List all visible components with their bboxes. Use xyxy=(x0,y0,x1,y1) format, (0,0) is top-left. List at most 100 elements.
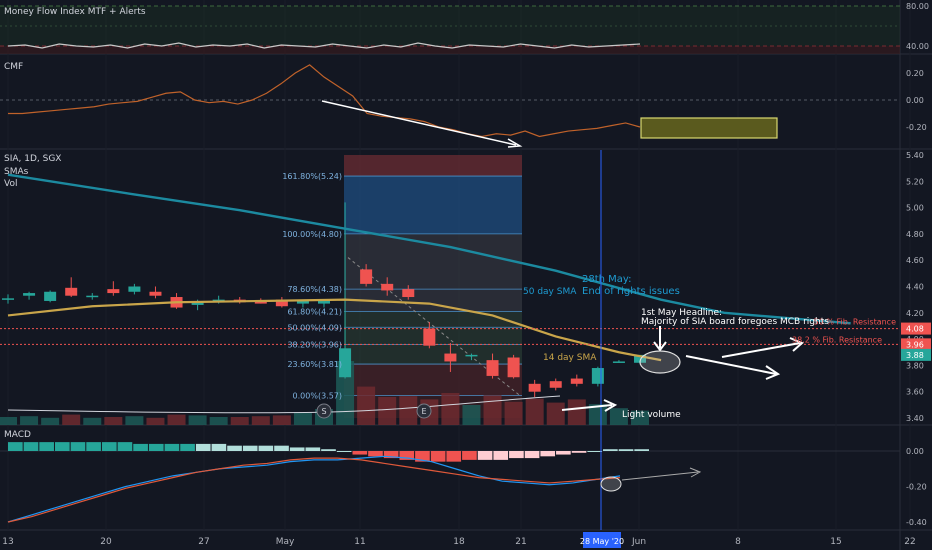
fib-level-label: 61.80%(4.21) xyxy=(287,307,342,316)
candle-body xyxy=(65,287,78,296)
candle-body xyxy=(570,378,583,384)
headline-label-2: Majority of SIA board foregoes MCB right… xyxy=(641,317,829,327)
candle-body xyxy=(275,299,288,307)
candle-body xyxy=(486,360,499,376)
macd-histogram-bar xyxy=(23,442,39,451)
fib-trend-line xyxy=(347,257,521,397)
price-tag-label: 4.08 xyxy=(906,325,924,334)
legend-vol: Vol xyxy=(4,179,17,189)
macd-histogram-bar xyxy=(211,443,227,451)
volume-bar xyxy=(357,386,376,425)
rebound-arrow-head xyxy=(789,337,804,352)
candle-body xyxy=(212,299,225,302)
macd-histogram-bar xyxy=(86,442,101,451)
volume-bar xyxy=(20,416,39,425)
macd-histogram-bar xyxy=(305,447,321,451)
macd-histogram-bar xyxy=(603,449,618,451)
macd-histogram-bar xyxy=(227,445,242,451)
volume-bar xyxy=(62,414,81,425)
volume-bar xyxy=(462,405,481,425)
macd-histogram-bar xyxy=(540,451,556,457)
macd-title: MACD xyxy=(4,430,31,440)
macd-histogram-bar xyxy=(462,451,477,460)
x-tick-label: May xyxy=(276,537,295,547)
macd-histogram-bar xyxy=(524,451,540,459)
candle-body xyxy=(318,300,330,304)
cmf-line xyxy=(8,64,641,138)
macd-tick: -0.20 xyxy=(906,483,927,492)
candle-body xyxy=(423,328,436,346)
cmf-arrow-head xyxy=(507,138,523,148)
signal-line xyxy=(7,457,621,523)
macd-arrow-head xyxy=(689,467,702,478)
main-title: SIA, 1D, SGX xyxy=(4,154,61,164)
indicator-lines xyxy=(7,42,851,523)
macd-histogram-bar xyxy=(54,442,70,451)
volume-bar xyxy=(483,395,502,425)
candle-body xyxy=(612,361,625,363)
x-tick-label: 15 xyxy=(830,537,841,547)
x-tick-label: 18 xyxy=(453,537,465,547)
labels: 13 20 27 May 11 18 21 Jun 8 15 22 28 May '20 Money F… xyxy=(2,7,915,547)
event-marker xyxy=(416,403,432,419)
volume-bar xyxy=(104,417,123,425)
candle-body xyxy=(465,354,478,357)
macd-histogram-bar xyxy=(336,451,352,452)
rights-text-label: End of rights issues xyxy=(582,286,680,297)
cmf-highlight-box xyxy=(640,117,778,139)
macd-line xyxy=(7,455,621,523)
price-tick: 5.20 xyxy=(906,177,924,186)
candle-body xyxy=(549,381,562,388)
macd-histogram-bar xyxy=(39,442,54,451)
candle-body xyxy=(149,291,162,296)
volume-bar xyxy=(146,417,165,425)
macd-histogram-bar xyxy=(101,442,117,451)
volume-bar xyxy=(188,415,207,425)
candle-body xyxy=(402,289,415,298)
macd-histogram-bar xyxy=(352,451,368,455)
macd-histogram-bar xyxy=(383,451,399,459)
fib-red-zone xyxy=(344,155,522,177)
candle-body xyxy=(381,283,394,291)
candle-body xyxy=(591,368,604,384)
macd-histogram-bar xyxy=(509,451,524,459)
event-marker-label: E xyxy=(421,407,426,416)
volume-bar xyxy=(399,396,418,425)
sma50-line xyxy=(7,173,851,325)
volume-bar xyxy=(609,408,628,425)
price-tick: 4.80 xyxy=(906,230,924,239)
macd-histogram-bar xyxy=(180,443,195,451)
projection-arrow xyxy=(685,355,777,375)
macd-histogram-bar xyxy=(430,451,446,462)
resistance-label: 50 % Fib. Resistance xyxy=(814,318,896,327)
x-cursor-label: 28 May '20 xyxy=(580,537,624,546)
macd-histogram-bar xyxy=(258,445,274,451)
macd-histogram-bar xyxy=(477,451,493,460)
cmf-tick: 0.00 xyxy=(906,96,924,105)
event-marker-label: S xyxy=(321,407,326,416)
candle-body xyxy=(507,357,520,378)
volume-bar xyxy=(230,417,249,425)
volume-bar xyxy=(167,414,186,425)
x-cursor-badge xyxy=(583,532,621,548)
rebound-arrow xyxy=(721,342,801,358)
macd-histogram-bar xyxy=(70,442,86,451)
light-volume-arrow xyxy=(561,404,613,411)
macd-histogram-bar xyxy=(195,443,211,451)
macd-histogram-bar xyxy=(618,449,634,451)
price-tag-label: 3.88 xyxy=(906,351,924,360)
price-tick: 3.80 xyxy=(906,361,924,370)
fib-level-label: 78.60%(4.38) xyxy=(287,285,342,294)
fib-level-label: 38.20%(3.96) xyxy=(287,340,342,349)
rights-date-label: 28th May: xyxy=(582,274,631,285)
macd-tick: -0.40 xyxy=(906,518,927,527)
cmf-title: CMF xyxy=(4,62,23,72)
x-tick-label: Jun xyxy=(631,537,646,547)
candle-body xyxy=(528,383,541,392)
price-tag xyxy=(901,338,931,351)
fib-grey-zone xyxy=(344,233,522,312)
fib-blue-zone xyxy=(344,176,522,234)
price-tick: 4.40 xyxy=(906,283,924,292)
volume-bar xyxy=(83,417,102,425)
x-tick-label: 27 xyxy=(198,537,209,547)
